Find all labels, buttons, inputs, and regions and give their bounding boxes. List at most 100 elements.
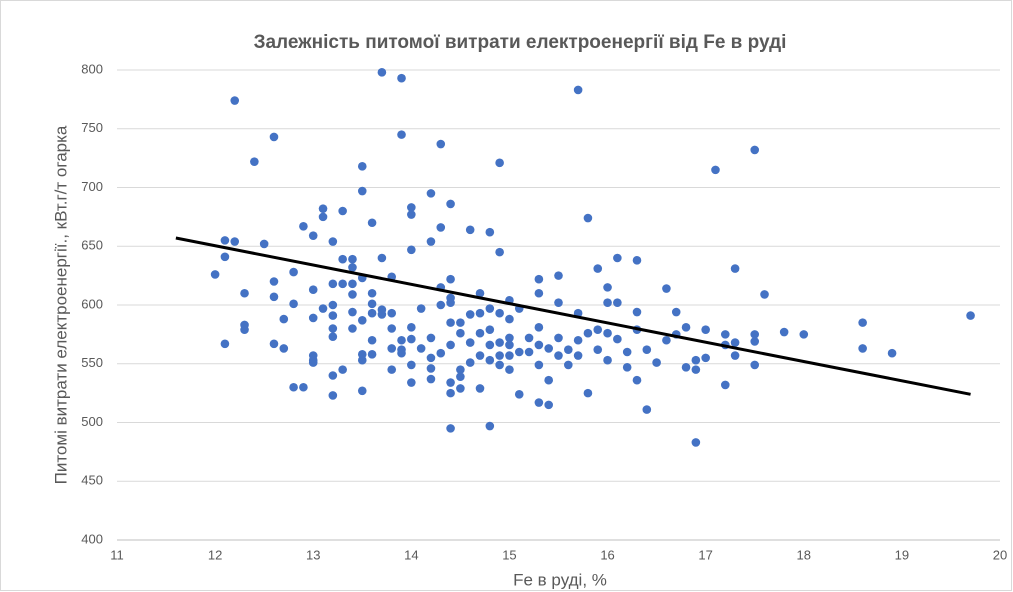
data-point: [446, 318, 455, 327]
chart-title: Залежність питомої витрати електроенергі…: [254, 32, 787, 53]
data-point: [485, 340, 495, 350]
data-point: [750, 145, 760, 155]
data-point: [554, 298, 563, 307]
data-point: [662, 335, 671, 345]
data-point: [426, 353, 436, 363]
data-point: [524, 333, 534, 343]
data-point: [348, 279, 357, 289]
y-tick-label: 700: [81, 179, 103, 194]
data-point: [603, 298, 612, 307]
data-point: [446, 199, 455, 209]
data-point: [240, 325, 249, 334]
data-point: [269, 292, 279, 302]
data-point: [642, 405, 652, 414]
x-tick-label: 16: [600, 547, 614, 562]
data-point: [465, 338, 475, 347]
data-point: [573, 335, 583, 345]
data-point: [426, 374, 436, 384]
data-point: [544, 344, 553, 353]
data-point: [495, 338, 504, 347]
y-tick-label: 550: [81, 355, 103, 370]
data-point: [966, 311, 975, 320]
data-point: [308, 231, 318, 240]
data-point: [505, 351, 514, 360]
data-point: [328, 311, 338, 320]
data-point: [426, 237, 436, 246]
data-point: [299, 221, 308, 231]
data-point: [367, 308, 377, 318]
data-point: [308, 358, 318, 367]
y-tick-label: 400: [81, 531, 103, 546]
data-point: [367, 350, 377, 359]
y-tick-label: 650: [81, 238, 103, 253]
data-point: [446, 424, 455, 433]
data-point: [407, 378, 416, 387]
data-point: [338, 365, 347, 374]
data-point: [524, 347, 534, 357]
data-point: [799, 330, 809, 339]
data-point: [534, 340, 544, 350]
data-point: [299, 382, 308, 392]
data-point: [475, 328, 485, 338]
data-point: [495, 158, 504, 168]
data-point: [318, 204, 328, 213]
data-point: [750, 360, 760, 370]
data-point: [632, 307, 642, 317]
data-point: [603, 328, 612, 338]
data-point: [583, 213, 593, 223]
y-tick-label: 600: [81, 296, 103, 311]
data-point: [387, 324, 397, 333]
data-point: [367, 335, 377, 345]
data-point: [495, 360, 504, 370]
data-point: [416, 344, 426, 353]
data-point: [308, 313, 318, 323]
data-point: [269, 339, 279, 349]
data-point: [485, 325, 495, 334]
data-point: [446, 340, 455, 350]
data-point: [407, 334, 416, 344]
data-point: [357, 315, 367, 325]
data-point: [475, 351, 485, 360]
data-point: [407, 210, 416, 219]
data-point: [475, 308, 485, 318]
data-point: [397, 130, 406, 139]
data-point: [485, 304, 495, 313]
data-point: [367, 218, 377, 228]
data-point: [485, 227, 495, 237]
data-point: [730, 264, 740, 273]
data-point: [357, 350, 367, 359]
data-point: [348, 290, 357, 299]
x-tick-label: 19: [895, 547, 909, 562]
data-point: [691, 365, 701, 374]
x-axis-label: Fe в руді, %: [513, 570, 607, 589]
data-point: [436, 300, 446, 310]
data-point: [397, 348, 406, 358]
data-point: [691, 355, 701, 365]
data-point: [593, 264, 603, 273]
data-point: [475, 384, 485, 393]
data-point: [426, 333, 436, 343]
data-point: [289, 299, 298, 309]
data-point: [603, 283, 612, 292]
data-point: [858, 318, 867, 327]
data-point: [534, 288, 544, 298]
data-point: [279, 314, 289, 324]
data-point: [220, 236, 230, 245]
data-point: [348, 324, 357, 333]
data-point: [475, 288, 485, 298]
data-point: [407, 245, 416, 255]
data-point: [554, 271, 563, 280]
data-point: [436, 223, 446, 232]
data-point: [397, 73, 406, 83]
data-point: [328, 279, 338, 289]
data-point: [446, 298, 455, 307]
data-point: [534, 360, 544, 370]
data-point: [377, 253, 387, 263]
data-point: [377, 68, 387, 77]
data-point: [407, 203, 416, 212]
y-tick-label: 800: [81, 61, 103, 76]
data-point: [465, 358, 475, 367]
data-point: [328, 300, 338, 310]
data-point: [407, 360, 416, 370]
